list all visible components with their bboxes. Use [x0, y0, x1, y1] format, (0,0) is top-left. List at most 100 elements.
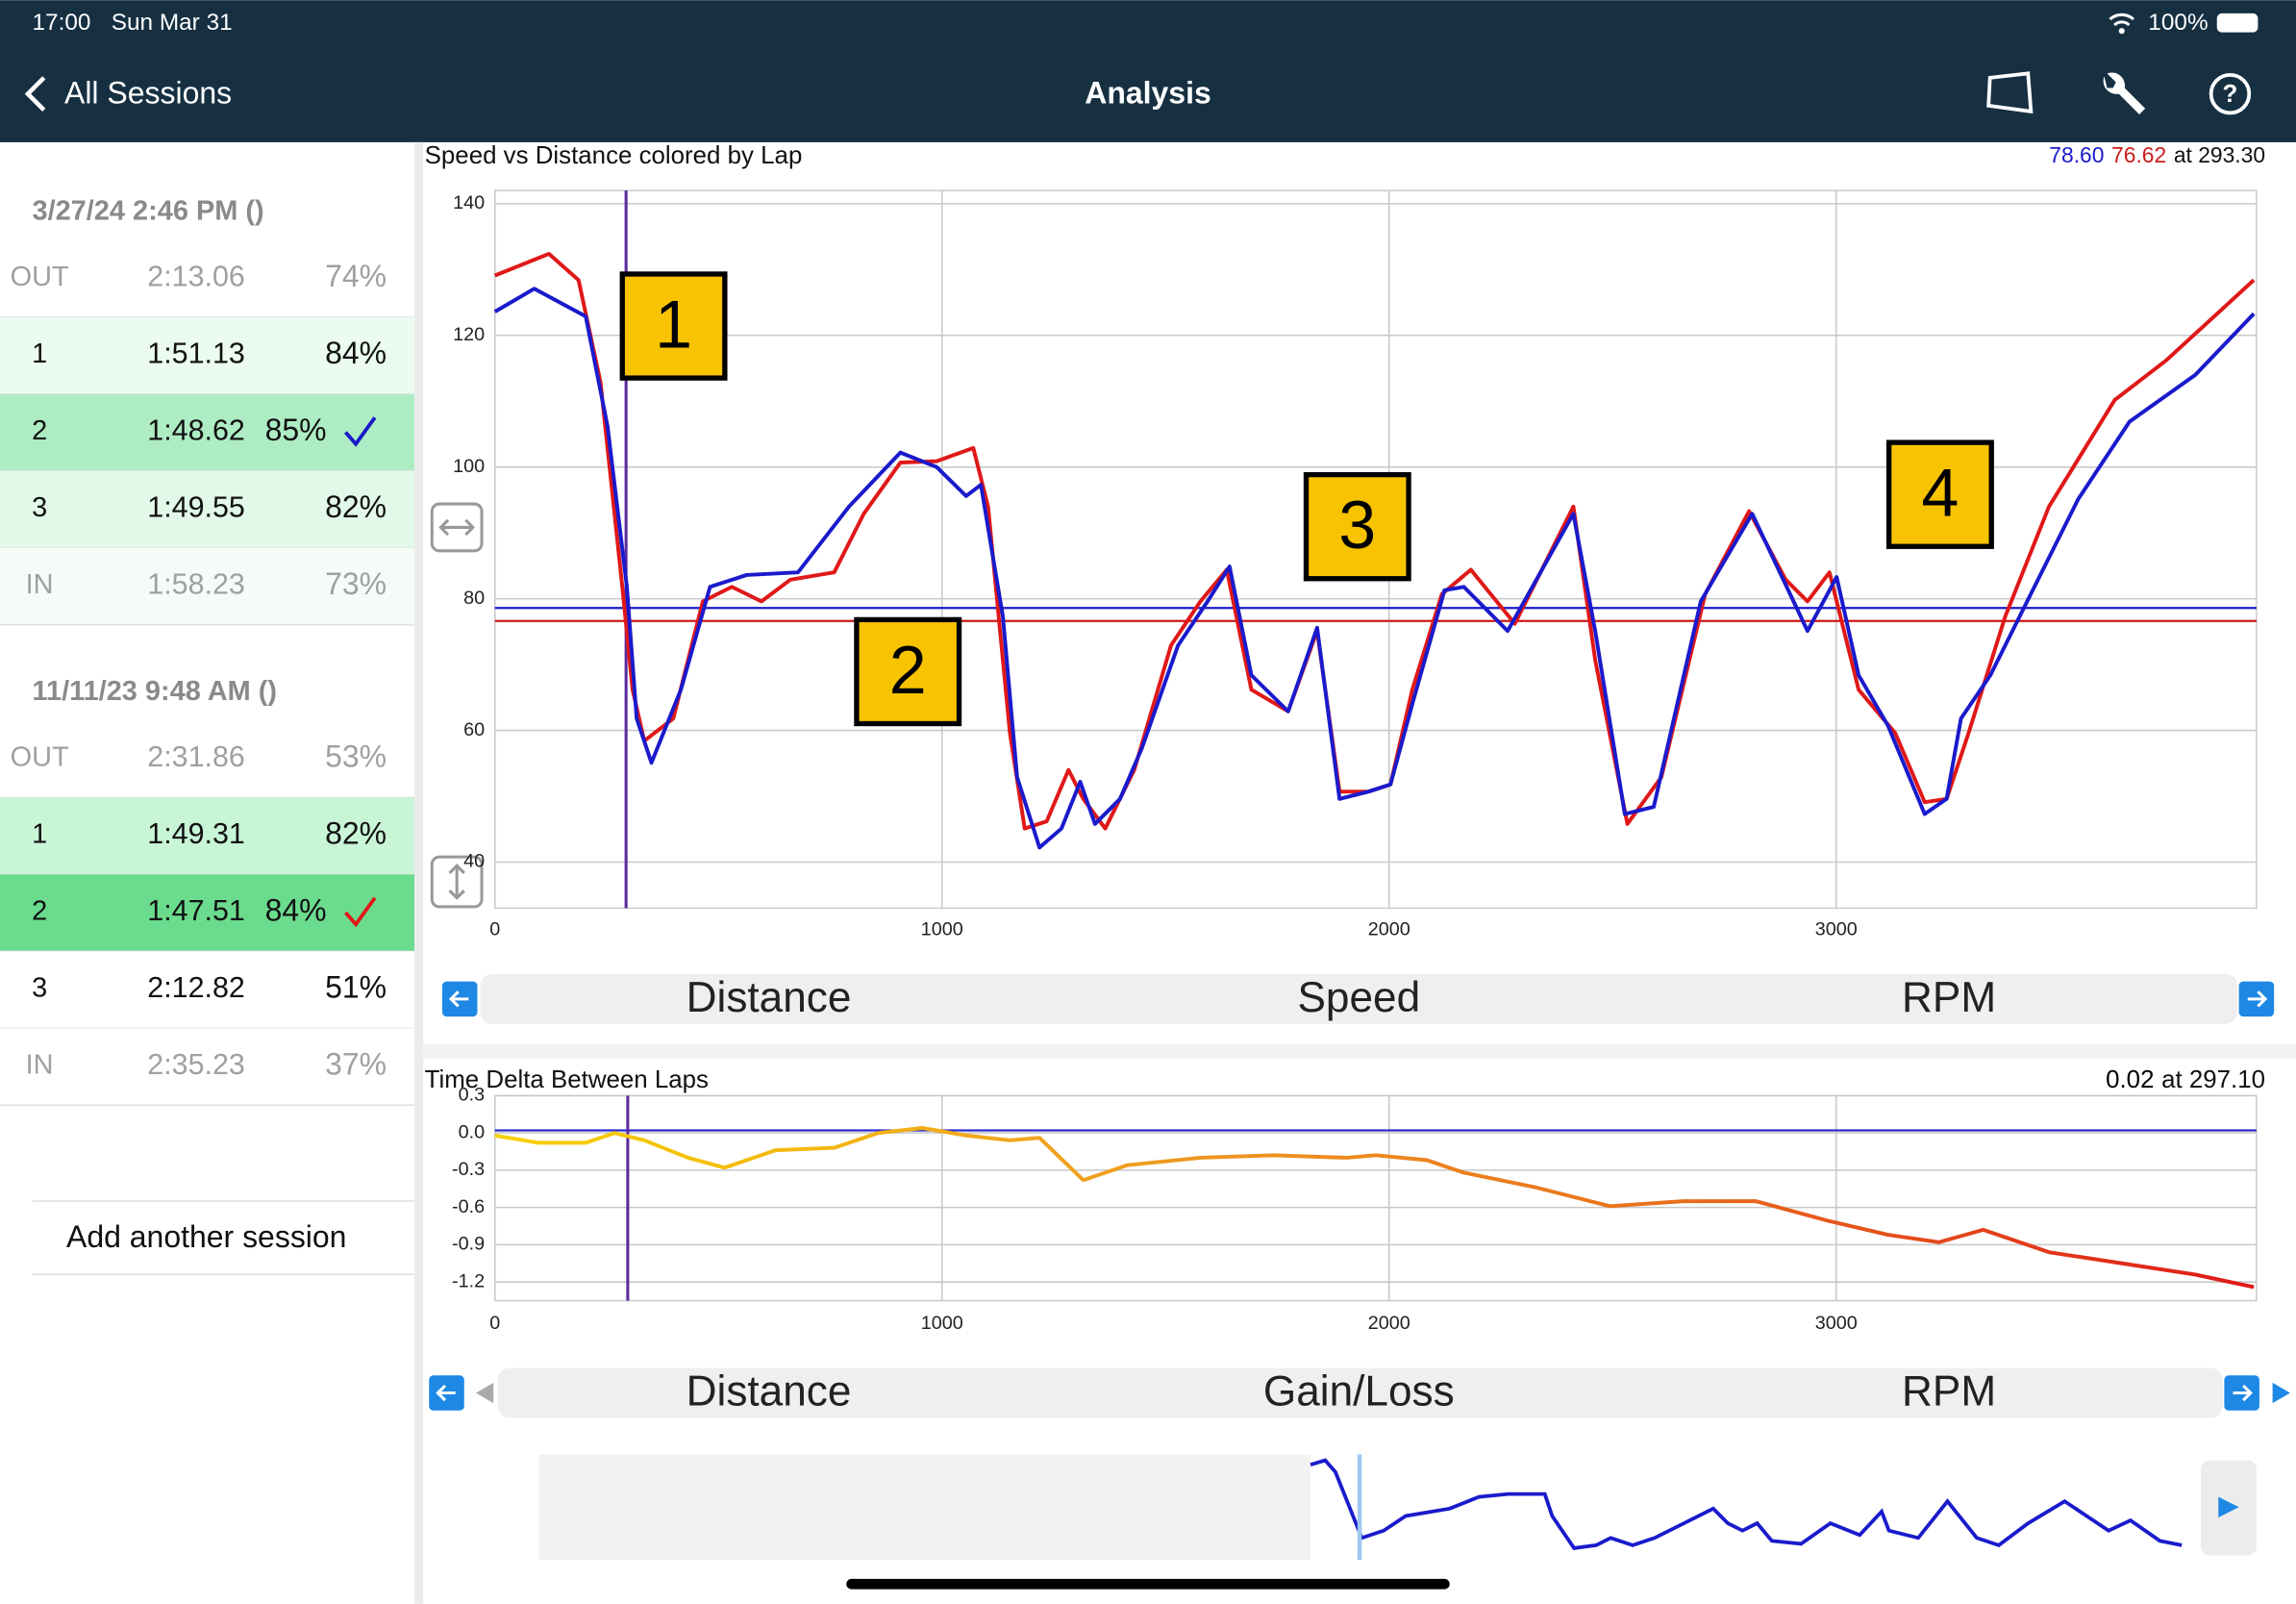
- selector-option[interactable]: RPM: [1902, 974, 1996, 1021]
- annotation-box: [1885, 439, 1994, 549]
- y-tick-label: -0.9: [452, 1234, 485, 1255]
- arrow-icon: [2233, 1384, 2253, 1402]
- lap-row[interactable]: [0, 547, 414, 625]
- arrow-icon: [436, 1384, 456, 1402]
- battery-icon: [2216, 13, 2259, 33]
- selector-option[interactable]: Speed: [1297, 974, 1420, 1021]
- series-line: [493, 287, 2256, 850]
- scroll-left: [475, 1382, 494, 1404]
- settings-icon[interactable]: [2103, 72, 2146, 114]
- lap-time: 1:49.55: [147, 490, 245, 523]
- x-tick-label: 1000: [921, 918, 963, 940]
- lap-percent: 53%: [325, 739, 387, 774]
- home-indicator: [846, 1578, 1450, 1590]
- lap-percent: 82%: [325, 815, 387, 850]
- lap-number: IN: [26, 569, 54, 600]
- annotation-box: [1303, 471, 1411, 582]
- arrow-icon: [448, 990, 469, 1008]
- readout-value: 0.02: [2106, 1066, 2154, 1093]
- selector-option[interactable]: Distance: [686, 974, 852, 1021]
- x-tick-label: 0: [489, 918, 500, 940]
- y-tick-label: 0.3: [459, 1085, 486, 1106]
- y-tick-label: -1.2: [452, 1270, 485, 1291]
- selector-option[interactable]: Gain/Loss: [1263, 1368, 1455, 1416]
- crop-icon[interactable]: [1986, 71, 2034, 114]
- readout-value: 78.60: [2049, 142, 2104, 167]
- lap-percent: 74%: [325, 259, 387, 293]
- x-tick-label: 2000: [1368, 918, 1410, 940]
- back-chevron[interactable]: [24, 76, 46, 113]
- lap-number: 1: [32, 819, 47, 850]
- lap-row[interactable]: [0, 470, 414, 548]
- play-icon[interactable]: [2218, 1496, 2239, 1517]
- status-date: Sun Mar 31: [112, 10, 233, 36]
- lap-row[interactable]: [0, 720, 414, 798]
- y-tick-label: 100: [453, 456, 485, 477]
- session-title: 3/27/24 2:46 PM (): [33, 196, 264, 227]
- overview-window[interactable]: [538, 1454, 1311, 1561]
- x-tick-label: 1000: [921, 1313, 963, 1334]
- y-tick-label: 60: [463, 719, 485, 740]
- session-title: 11/11/23 9:48 AM (): [33, 676, 278, 707]
- x-tick-label: 0: [489, 1313, 500, 1334]
- lap-number: 3: [32, 492, 47, 523]
- y-tick-label: -0.3: [452, 1159, 485, 1180]
- lap-number: 2: [32, 896, 47, 927]
- lap-time: 1:48.62: [147, 414, 245, 446]
- annotation-label: 4: [1921, 455, 1959, 530]
- chart-divider: [423, 1044, 2296, 1060]
- lap-percent: 85%: [265, 413, 327, 447]
- check-mark: [343, 416, 377, 447]
- battery-level: 100%: [2148, 10, 2208, 36]
- annotation-label: 3: [1338, 488, 1376, 563]
- series-line: [494, 251, 2256, 831]
- lap-row[interactable]: [0, 797, 414, 875]
- nav-title: Analysis: [1085, 76, 1210, 111]
- lap-number: 2: [32, 415, 47, 446]
- lap-number: 1: [32, 338, 47, 369]
- help-mark[interactable]: ?: [2223, 81, 2238, 108]
- overview-cursor[interactable]: [1357, 1454, 1362, 1561]
- selector-option[interactable]: Distance: [686, 1368, 852, 1416]
- y-tick-label: -0.6: [452, 1196, 485, 1217]
- chart-title: Time Delta Between Laps: [425, 1066, 709, 1093]
- selector-bar: [480, 973, 2238, 1024]
- lap-time: 1:51.13: [147, 338, 245, 370]
- lap-row[interactable]: [0, 1028, 414, 1106]
- lap-time: 1:49.31: [147, 817, 245, 850]
- lap-number: IN: [26, 1050, 54, 1081]
- lap-time: 2:31.86: [147, 740, 245, 773]
- lap-time: 1:47.51: [147, 894, 245, 927]
- arrow-icon: [2247, 990, 2268, 1008]
- overview-trace: [1310, 1458, 2183, 1550]
- back-button[interactable]: All Sessions: [64, 76, 232, 111]
- zoom-y-icon[interactable]: [448, 864, 465, 900]
- readout: 78.60 76.62 at 293.30: [2049, 142, 2265, 167]
- lap-row[interactable]: [0, 239, 414, 317]
- add-session[interactable]: Add another session: [66, 1219, 346, 1254]
- lap-number: 3: [32, 973, 47, 1004]
- lap-time: 2:12.82: [147, 971, 245, 1004]
- lap-percent: 84%: [325, 336, 387, 370]
- y-tick-label: 40: [463, 851, 485, 872]
- selector-option[interactable]: RPM: [1902, 1368, 1996, 1416]
- help-icon[interactable]: [2209, 72, 2252, 115]
- annotation-label: 2: [889, 633, 927, 708]
- x-tick-label: 3000: [1815, 1313, 1858, 1334]
- check-mark: [343, 896, 377, 928]
- readout-value: 76.62: [2111, 142, 2166, 167]
- lap-number: OUT: [11, 262, 69, 292]
- x-tick-label: 2000: [1368, 1313, 1410, 1334]
- chart-title: Speed vs Distance colored by Lap: [425, 142, 803, 169]
- lap-percent: 84%: [265, 892, 327, 927]
- zoom-x-icon[interactable]: [438, 518, 476, 537]
- lap-row[interactable]: [0, 316, 414, 394]
- y-tick-label: 0.0: [459, 1121, 486, 1142]
- lap-percent: 37%: [325, 1046, 387, 1081]
- annotation-box: [854, 616, 962, 727]
- readout-position: at 297.10: [2161, 1066, 2265, 1093]
- wifi-dot: [2118, 28, 2125, 35]
- lap-row[interactable]: [0, 951, 414, 1029]
- annotation-label: 1: [655, 287, 692, 362]
